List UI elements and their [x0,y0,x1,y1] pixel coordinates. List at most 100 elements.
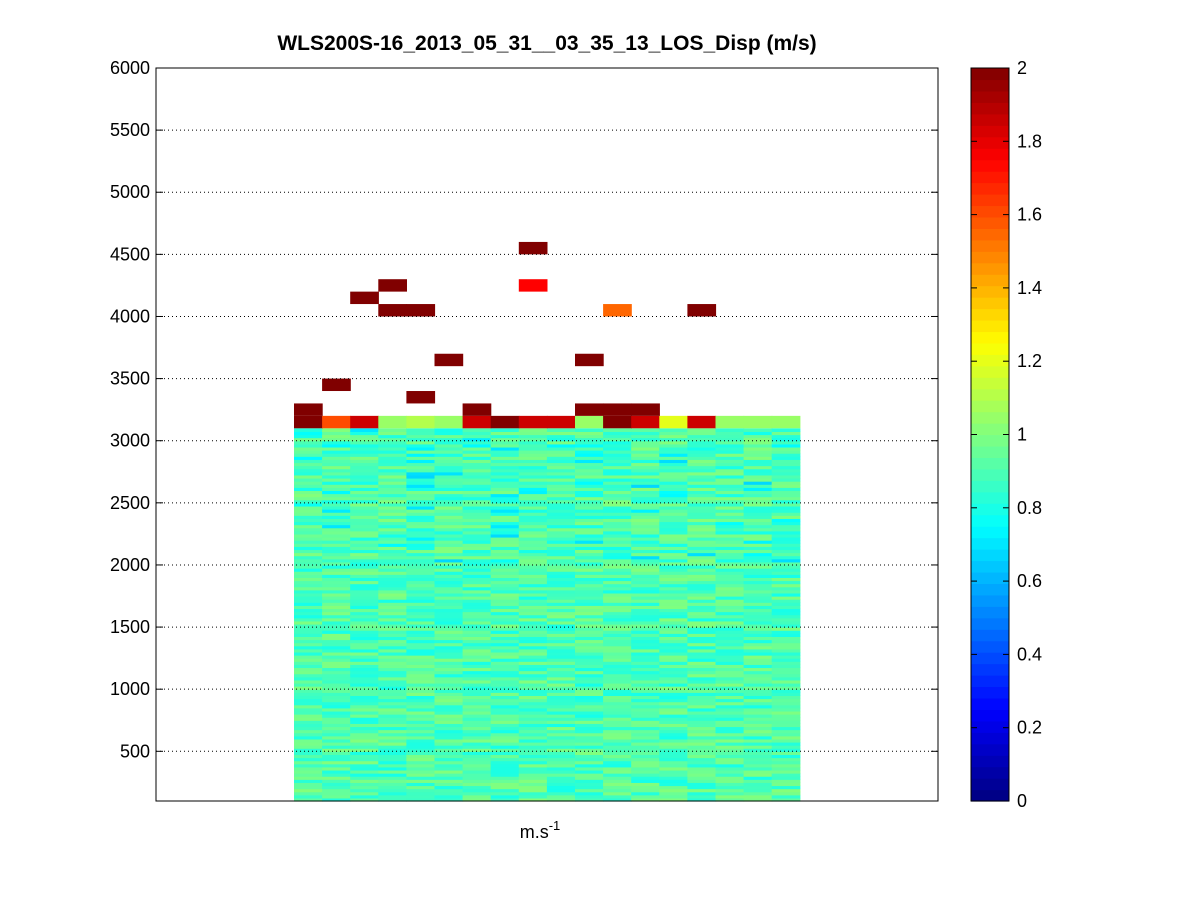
heatmap-cell [434,651,464,656]
heatmap-cell [659,717,688,721]
heatmap-cell [603,664,632,669]
heatmap-cell [406,766,436,771]
heatmap-cell [434,698,464,703]
heatmap-cell [518,509,548,513]
heatmap-cell [659,471,688,476]
heatmap-cell [546,757,576,762]
heatmap-cell [743,630,773,634]
heatmap-cell [518,558,548,563]
x-axis-label-base: m.s [520,822,549,842]
heatmap-cell [771,543,801,547]
heatmap-cell [659,490,688,495]
heatmap-cell [687,546,717,551]
heatmap-cell [603,605,632,610]
heatmap-cell [743,698,773,703]
heatmap-cell [687,530,717,535]
heatmap-cell [490,605,520,610]
heatmap-cell [771,524,801,529]
heatmap-cell [378,571,407,575]
heatmap-cell [322,779,351,783]
heatmap-cell [603,515,632,519]
heatmap-cell [462,583,492,588]
heatmap-cell [603,304,632,317]
heatmap-cell [715,605,745,610]
heatmap-cell [294,521,323,526]
heatmap-cell [687,623,717,628]
heatmap-cell [294,701,323,706]
heatmap-cell [350,617,379,622]
colorbar-swatch [971,331,1009,344]
heatmap-cell [518,779,548,783]
heatmap-cell [434,794,464,799]
heatmap-cell [715,735,745,740]
heatmap-cell [518,782,548,787]
heatmap-cell [546,707,576,712]
heatmap-cell [462,670,492,675]
heatmap-cell [575,658,604,662]
heatmap-cell [546,568,576,572]
heatmap-cell [631,682,660,687]
heatmap-cell [518,788,548,793]
heatmap-cell [743,505,773,510]
heatmap-cell [771,726,801,731]
heatmap-cell [603,763,632,768]
heatmap-cell [322,450,351,454]
colorbar-swatch [971,125,1009,138]
colorbar-swatch [971,90,1009,103]
heatmap-cell [603,499,632,504]
y-axis: 5001000150020002500300035004000450050005… [110,58,938,761]
heatmap-cell [322,717,351,721]
heatmap-cell [546,686,576,690]
heatmap-cell [434,735,464,740]
heatmap-cell [350,664,379,669]
heatmap-cell [659,745,688,749]
heatmap-cell [294,726,323,731]
heatmap-cell [743,530,773,535]
heatmap-cell [434,707,464,712]
heatmap-cell [715,614,745,619]
heatmap-cell [518,776,548,780]
heatmap-cell [406,555,436,560]
heatmap-cell [659,670,688,675]
heatmap-cell [406,602,436,606]
heatmap-cell [434,710,464,715]
heatmap-cell [659,577,688,582]
heatmap-cell [631,415,660,429]
heatmap-cell [575,723,604,728]
heatmap-cell [715,623,745,628]
heatmap-cell [743,453,773,457]
heatmap-cell [743,515,773,519]
colorbar-swatch [971,354,1009,367]
heatmap-cell [378,568,407,572]
heatmap-cell [771,717,801,721]
heatmap-cell [687,754,717,759]
heatmap-cell [490,623,520,628]
heatmap-cell [490,502,520,507]
heatmap-cell [406,751,436,756]
colorbar-swatch [971,274,1009,287]
heatmap-cell [294,502,323,507]
heatmap-cell [603,751,632,756]
heatmap-cell [406,630,436,634]
heatmap-cell [294,599,323,603]
heatmap-cell [743,568,773,572]
heatmap-cell [462,757,492,762]
heatmap-cell [771,505,801,510]
heatmap-cell [771,493,801,498]
heatmap-cell [378,574,407,578]
heatmap-cell [294,536,323,541]
heatmap-cell [518,555,548,560]
heatmap-cell [518,583,548,588]
heatmap-cell [546,536,576,541]
heatmap-cell [575,549,604,554]
heatmap-cell [462,564,492,569]
heatmap-cell [575,617,604,622]
heatmap-cell [462,661,492,665]
heatmap-cell [490,490,520,495]
heatmap-cell [518,450,548,454]
heatmap-cell [771,651,801,656]
heatmap-cell [743,462,773,467]
heatmap-cell [518,686,548,690]
heatmap-cell [546,605,576,610]
heatmap-cell [546,766,576,771]
